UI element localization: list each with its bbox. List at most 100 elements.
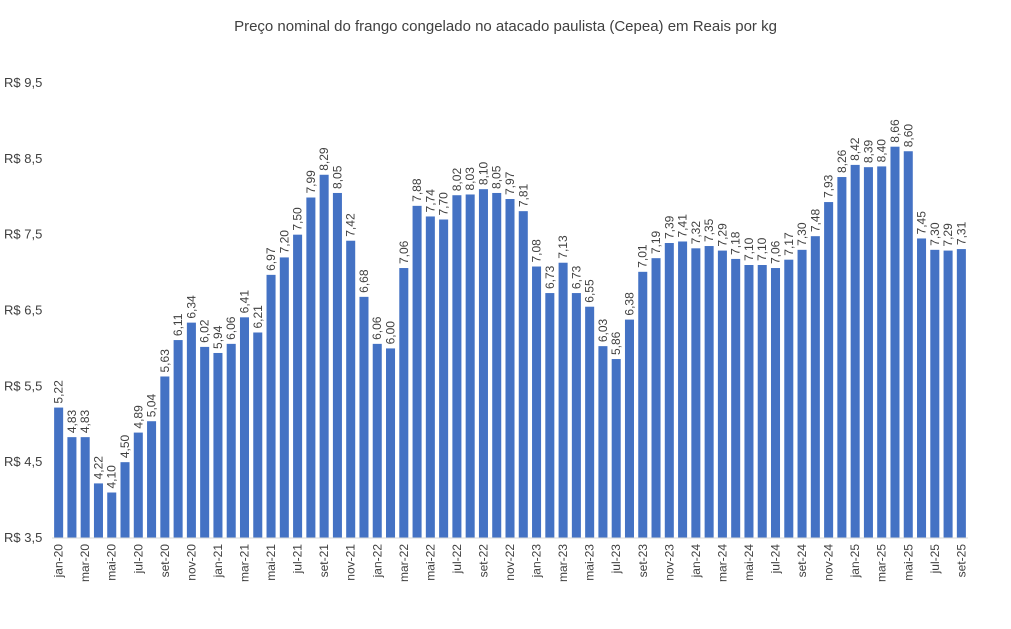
x-tick-label: jan-24: [689, 544, 703, 579]
x-tick-label: jul-22: [450, 544, 464, 575]
bars: [54, 146, 966, 539]
bar: [545, 293, 555, 538]
bar: [439, 219, 449, 538]
data-label: 5,22: [52, 380, 66, 404]
data-label: 6,73: [569, 265, 583, 289]
data-label: 6,11: [171, 313, 185, 336]
bar: [213, 352, 223, 538]
y-tick-label: R$ 8,5: [4, 151, 42, 166]
x-tick-label: nov-20: [184, 544, 198, 581]
bar: [452, 195, 462, 539]
data-label: 7,31: [954, 221, 968, 245]
data-label: 7,39: [662, 215, 676, 239]
data-label: 7,29: [715, 223, 729, 247]
bar: [332, 192, 342, 538]
bar: [863, 167, 873, 539]
data-label: 8,03: [463, 167, 477, 191]
bar: [133, 432, 143, 538]
x-tick-label: mai-25: [901, 544, 915, 581]
bar: [186, 322, 196, 538]
x-tick-label: set-24: [795, 544, 809, 578]
y-tick-label: R$ 6,5: [4, 303, 42, 318]
bar: [532, 266, 542, 538]
data-label: 8,05: [330, 165, 344, 189]
bar: [120, 462, 130, 538]
bar: [917, 238, 927, 538]
data-label: 4,22: [91, 456, 105, 480]
x-tick-label: jul-23: [609, 544, 623, 575]
bar: [306, 197, 316, 538]
x-tick-label: jan-22: [370, 544, 384, 579]
bar: [253, 332, 263, 538]
y-tick-label: R$ 3,5: [4, 530, 42, 545]
bar: [478, 189, 488, 539]
bar: [824, 202, 834, 538]
bar: [691, 248, 701, 538]
bar: [266, 274, 276, 538]
bar: [346, 240, 356, 539]
data-label: 5,94: [211, 325, 225, 349]
data-label: 6,68: [357, 269, 371, 293]
data-label: 6,00: [384, 321, 398, 345]
data-label: 5,63: [158, 349, 172, 373]
x-tick-label: jan-25: [848, 544, 862, 579]
data-label: 7,35: [702, 218, 716, 242]
data-labels: 5,22 4,83 4,83 4,22 4,10 4,50 4,89 5,04 5,63 6,11…: [52, 119, 969, 488]
data-label: 6,73: [543, 265, 557, 289]
x-axis-labels: jan-20 mar-20 mai-20 jul-20 set-20 nov-20 jan-…: [52, 544, 969, 582]
data-label: 8,42: [848, 137, 862, 161]
bar: [770, 268, 781, 538]
data-label: 5,04: [145, 394, 159, 418]
data-label: 6,02: [198, 319, 212, 343]
data-label: 7,30: [795, 222, 809, 246]
bar: [943, 250, 953, 538]
data-label: 6,97: [264, 247, 278, 271]
data-label: 7,93: [822, 174, 836, 198]
data-label: 7,13: [556, 235, 570, 259]
data-label: 6,55: [583, 279, 597, 303]
data-label: 7,50: [291, 207, 305, 231]
bar: [585, 306, 595, 538]
bar: [200, 346, 210, 538]
data-label: 6,21: [251, 305, 265, 329]
data-label: 7,01: [636, 244, 650, 268]
x-tick-label: mar-24: [715, 544, 729, 582]
data-label: 7,06: [397, 240, 411, 264]
x-tick-label: set-21: [317, 544, 331, 578]
bar: [359, 296, 369, 538]
bar: [518, 211, 528, 538]
bar: [80, 437, 90, 538]
bar: [850, 164, 860, 538]
data-label: 7,74: [423, 189, 437, 213]
bar: [744, 265, 754, 538]
bar: [704, 246, 714, 539]
bar: [757, 265, 767, 538]
data-label: 4,83: [65, 409, 79, 433]
bar: [465, 194, 475, 539]
data-label: 6,03: [596, 318, 610, 342]
data-label: 8,02: [450, 168, 464, 192]
x-tick-label: mar-23: [556, 544, 570, 582]
bar: [505, 199, 515, 538]
data-label: 7,19: [649, 230, 663, 254]
bar: [160, 376, 170, 538]
bar: [372, 343, 382, 538]
bar: [784, 259, 794, 538]
data-label: 8,40: [875, 139, 889, 163]
bar: [890, 146, 900, 538]
data-label: 8,60: [901, 124, 915, 148]
bar: [399, 268, 409, 538]
data-label: 7,20: [277, 230, 291, 254]
bar: [810, 236, 820, 538]
x-tick-label: jan-21: [211, 544, 225, 579]
bar: [624, 319, 634, 538]
bar: [173, 340, 183, 538]
data-label: 7,06: [769, 240, 783, 264]
bar: [598, 346, 608, 538]
x-tick-label: mai-23: [583, 544, 597, 581]
bar: [492, 192, 502, 538]
bar: [319, 174, 329, 538]
bar: [611, 359, 621, 538]
x-tick-label: nov-24: [822, 544, 836, 581]
bar: [717, 250, 727, 538]
